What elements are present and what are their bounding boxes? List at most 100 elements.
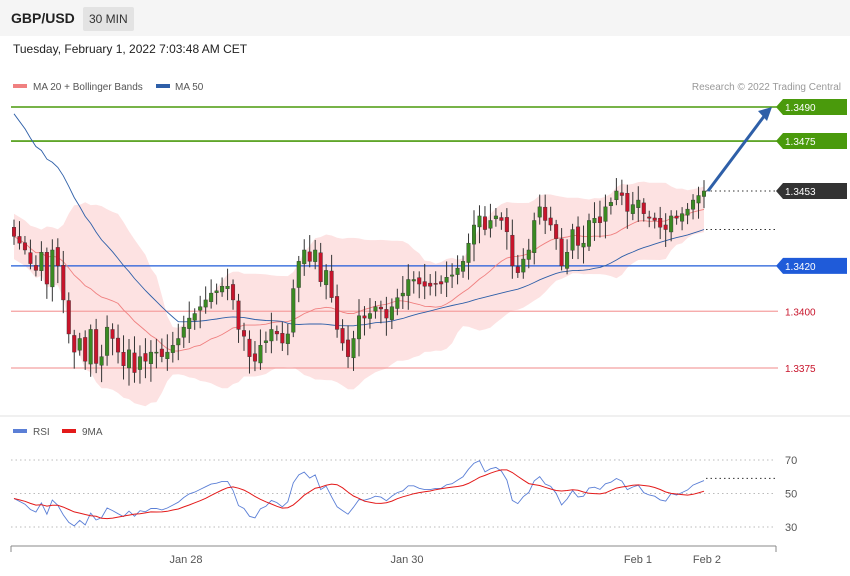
candle-body [121,351,126,366]
candle-body [258,345,263,364]
candle-body [346,339,351,357]
ma50-legend-swatch [156,84,170,88]
candle-body [143,353,148,362]
candle-body [313,249,318,262]
candle-body [209,292,214,302]
candle-body [499,217,504,221]
candle-body [608,202,613,206]
candle-body [422,281,427,287]
bollinger-band [14,181,704,407]
candle-body [241,330,246,337]
candle-body [170,345,175,353]
candle-body [477,215,482,228]
candle-body [307,251,312,262]
ma50-legend-label: MA 50 [175,82,204,93]
candle-body [302,249,307,265]
candle-body [247,338,252,357]
candle-body [269,329,274,342]
candle-body [450,274,455,277]
candle-body [417,277,422,285]
candle-body [515,266,520,273]
candle-body [543,206,548,221]
rsi-ma-line [13,469,705,520]
candle-body [554,224,559,239]
candle-body [335,296,340,330]
candle-body [603,206,608,222]
time-tick-label: Jan 30 [390,554,423,566]
candle-body [198,306,203,311]
candle-body [669,215,674,233]
candle-body [225,286,230,289]
candle-body [702,190,707,197]
candle-body [674,215,679,219]
candle-body [55,247,60,267]
candle-body [318,252,323,282]
candle-body [132,352,137,373]
level-tag [776,182,847,199]
candle-body [526,249,531,260]
interval-button[interactable]: 30 MIN [83,7,134,31]
candle-body [614,190,619,201]
level-tag [776,99,847,115]
ma9-legend-swatch [62,429,76,433]
candle-body [324,270,329,286]
candle-body [263,340,268,343]
candle-body [592,218,597,224]
candle-body [439,281,444,285]
candle-body [28,252,33,264]
candle-body [126,349,131,369]
level-label: 1.3420 [785,262,816,273]
ma20-legend-swatch [13,84,27,88]
candle-body [406,279,411,296]
candle-body [587,220,592,247]
candle-body [165,351,170,359]
candle-body [154,351,159,354]
candle-body [537,206,542,218]
candle-body [685,208,690,216]
candle-body [181,326,186,338]
candle-body [137,356,142,370]
candle-body [148,351,153,364]
candle-body [110,329,115,339]
credit-text: Research © 2022 Trading Central [692,82,841,93]
rsi-tick-label: 50 [785,489,797,501]
ma9-legend-label: 9MA [82,427,103,438]
candle-body [521,258,526,273]
rsi-tick-label: 70 [785,455,797,467]
candle-body [340,328,345,344]
candle-body [395,297,400,309]
candle-body [570,229,575,251]
candle-body [83,337,88,362]
rsi-tick-label: 30 [785,522,797,534]
level-label: 1.3375 [785,364,816,375]
candle-body [647,216,652,219]
candle-body [663,224,668,230]
candle-body [192,313,197,321]
level-tag [776,133,847,150]
candle-body [66,300,71,335]
candle-body [291,288,296,333]
candle-body [433,283,438,285]
candle-body [630,204,635,214]
candle-body [214,290,219,293]
candle-body [532,220,537,253]
candle-body [77,338,82,351]
candle-body [680,213,685,222]
candle-body [296,261,301,288]
candle-body [619,192,624,196]
candle-body [362,315,367,319]
candle-body [411,279,416,282]
candle-body [252,353,257,362]
candle-body [220,286,225,293]
level-label: 1.3453 [785,187,816,198]
candle-body [357,315,362,340]
candle-body [493,215,498,220]
candle-body [50,249,55,288]
candle-body [17,236,22,244]
level-label: 1.3400 [785,307,816,318]
candle-body [39,252,44,271]
candle-body [105,326,110,356]
candle-body [625,193,630,212]
